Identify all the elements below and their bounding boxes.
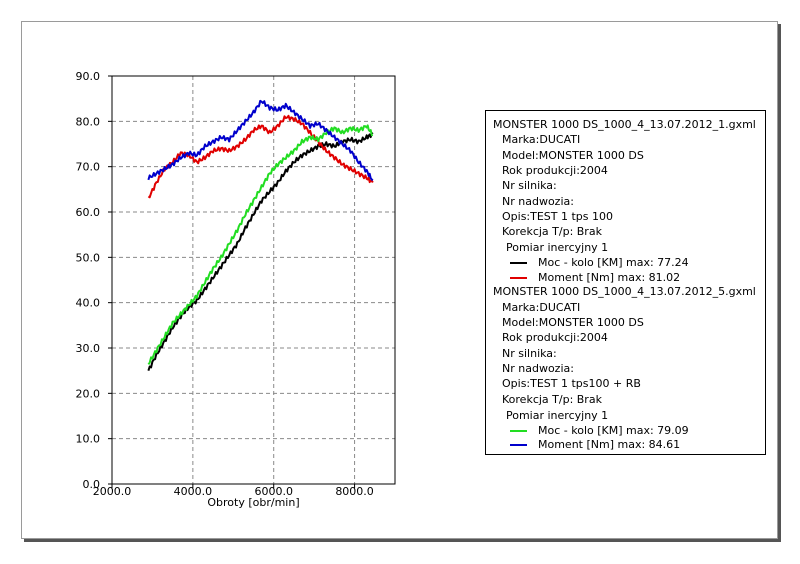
x-tick-label: 8000.0: [335, 485, 374, 498]
legend-info-line: Nr silnika:: [502, 346, 557, 360]
y-tick-label: 40.0: [76, 297, 101, 310]
x-tick-label: 2000.0: [93, 485, 132, 498]
y-tick-label: 70.0: [76, 161, 101, 174]
series-line-4: [147, 99, 374, 182]
legend-info-line: Nr nadwozia:: [502, 361, 574, 375]
legend-group-title: Pomiar inercyjny 1: [506, 408, 609, 422]
legend-group-title: Pomiar inercyjny 1: [506, 241, 609, 255]
y-tick-label: 20.0: [76, 387, 101, 400]
y-tick-label: 80.0: [76, 115, 101, 128]
frame-shadow-bottom: [24, 539, 781, 542]
legend-entry-label: Moment [Nm] max: 84.61: [538, 438, 681, 452]
legend-entry-label: Moment [Nm] max: 81.02: [538, 270, 681, 284]
legend-entry-label: Moc - kolo [KM] max: 77.24: [538, 256, 689, 270]
legend-info-line: Model:MONSTER 1000 DS: [502, 148, 644, 162]
x-axis-label: Obroty [obr/min]: [207, 496, 299, 509]
legend-info-line: Nr nadwozia:: [502, 194, 574, 208]
legend-info-line: Nr silnika:: [502, 179, 557, 193]
y-tick-label: 50.0: [76, 251, 101, 264]
legend-info-line: Korekcja T/p: Brak: [502, 392, 602, 406]
legend-info-line: Marka:DUCATI: [502, 300, 581, 314]
x-tick-label: 6000.0: [254, 485, 293, 498]
legend-box: MONSTER 1000 DS_1000_4_13.07.2012_1.gxml…: [485, 110, 766, 455]
x-tick-label: 4000.0: [174, 485, 213, 498]
y-tick-label: 10.0: [76, 433, 101, 446]
series-line-1: [147, 132, 374, 371]
y-tick-label: 60.0: [76, 206, 101, 219]
series-line-3: [147, 124, 374, 366]
legend-file-name: MONSTER 1000 DS_1000_4_13.07.2012_1.gxml: [493, 118, 756, 131]
legend-swatch: [510, 276, 527, 279]
legend-info-line: Model:MONSTER 1000 DS: [502, 316, 644, 329]
legend-info-line: Opis:TEST 1 tps100 + RB: [502, 377, 641, 391]
legend-swatch: [510, 262, 527, 265]
legend-info-line: Korekcja T/p: Brak: [502, 225, 602, 239]
plot-area-border: [111, 75, 396, 485]
y-tick-label: 0.0: [83, 478, 101, 491]
legend-info-line: Rok produkcji:2004: [502, 163, 608, 177]
legend-info-line: Marka:DUCATI: [502, 133, 581, 147]
frame-shadow-right: [778, 24, 781, 541]
legend-swatch: [510, 444, 527, 447]
legend-file-name: MONSTER 1000 DS_1000_4_13.07.2012_5.gxml: [493, 285, 756, 299]
legend-info-line: Rok produkcji:2004: [502, 331, 608, 345]
legend-info-line: Opis:TEST 1 tps 100: [502, 209, 614, 223]
y-tick-label: 30.0: [76, 342, 101, 355]
legend-entry-label: Moc - kolo [KM] max: 79.09: [538, 423, 689, 437]
legend-swatch: [510, 429, 527, 432]
y-tick-label: 90.0: [76, 70, 101, 83]
